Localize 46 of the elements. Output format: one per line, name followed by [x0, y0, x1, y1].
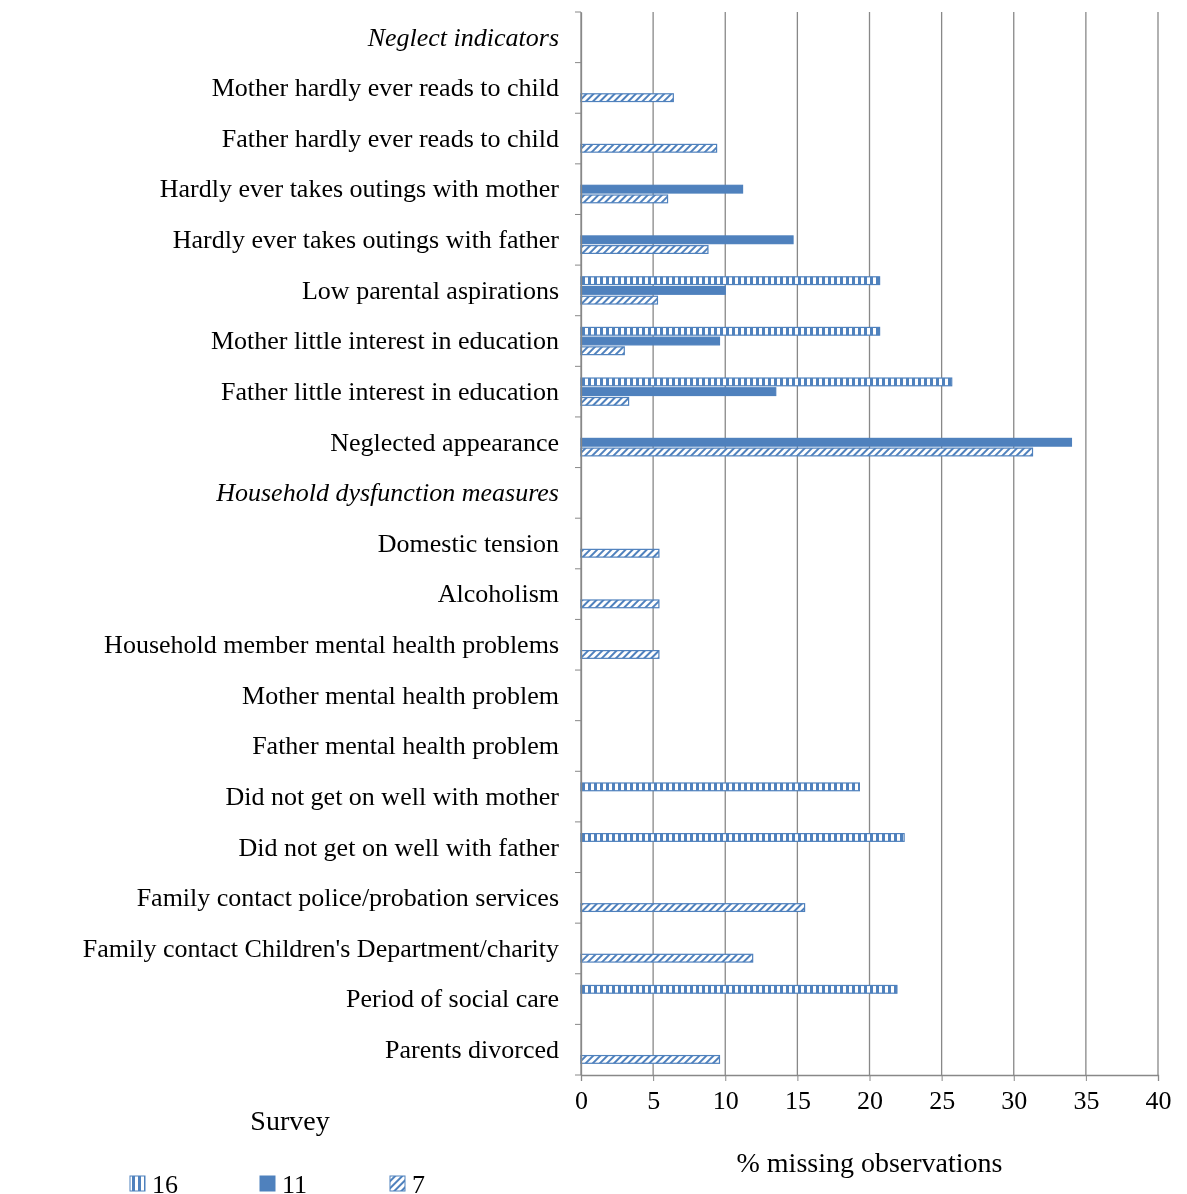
x-tick-label: 15 — [784, 1086, 811, 1116]
bar — [580, 650, 660, 659]
y-tick-label: Household member mental health problems — [104, 630, 559, 660]
y-tick-label: Family contact Children's Department/charity — [82, 933, 559, 963]
y-tick-label: Father mental health problem — [252, 731, 559, 761]
y-tick-label: Father little interest in education — [221, 376, 559, 406]
x-tick-label: 20 — [857, 1086, 883, 1116]
bar — [580, 903, 806, 913]
x-tick-label: 0 — [575, 1086, 588, 1116]
y-tick-label: Household dysfunction measures — [215, 478, 559, 508]
y-tick-label: Hardly ever takes outings with father — [172, 225, 560, 255]
y-tick-label: Period of social care — [346, 984, 559, 1014]
y-tick-label: Parents divorced — [384, 1035, 559, 1065]
x-tick-label: 30 — [1001, 1086, 1028, 1116]
y-tick-label: Mother mental health problem — [242, 680, 559, 710]
y-tick-label: Father hardly ever reads to child — [221, 123, 559, 153]
y-tick-label: Hardly ever takes outings with mother — [159, 174, 560, 204]
y-tick-label: Low parental aspirations — [301, 275, 559, 305]
y-tick-label: Domestic tension — [377, 528, 559, 558]
bar — [580, 953, 754, 963]
y-tick-label: Mother little interest in education — [210, 326, 559, 356]
y-tick-label: Alcoholism — [437, 579, 559, 609]
y-tick-label: Neglect indicators — [366, 22, 559, 52]
x-tick-label: 5 — [647, 1086, 661, 1116]
bar — [580, 599, 660, 609]
x-tick-label: 25 — [929, 1086, 956, 1116]
x-tick-label: 10 — [712, 1086, 739, 1116]
y-tick-label: Mother hardly ever reads to child — [211, 73, 559, 103]
bar — [580, 833, 905, 842]
legend-label: 11 — [282, 1170, 308, 1194]
x-axis-title: % missing observations — [736, 1147, 1003, 1178]
legend-label: 7 — [412, 1170, 425, 1194]
bar — [580, 93, 674, 103]
y-tick-label: Did not get on well with father — [238, 832, 560, 862]
legend-title: Survey — [250, 1105, 330, 1136]
y-tick-label: Neglected appearance — [330, 427, 559, 457]
bar — [580, 782, 860, 792]
bar — [580, 548, 660, 558]
bar — [580, 1054, 721, 1064]
y-tick-label: Did not get on well with mother — [225, 781, 560, 811]
legend-label: 16 — [152, 1170, 178, 1194]
x-tick-label: 35 — [1073, 1086, 1100, 1116]
bar — [580, 984, 898, 994]
x-tick-label: 40 — [1145, 1086, 1172, 1116]
y-tick-label: Family contact police/probation services — [136, 883, 559, 913]
bar — [580, 143, 718, 153]
